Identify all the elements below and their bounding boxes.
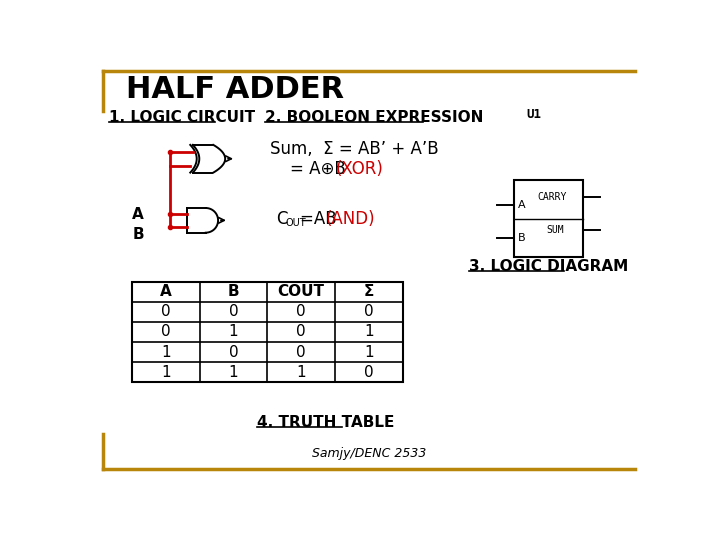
Text: Samjy/DENC 2533: Samjy/DENC 2533 (312, 447, 426, 460)
Text: Sum,  Σ = AB’ + A’B: Sum, Σ = AB’ + A’B (271, 140, 439, 159)
Text: 1: 1 (161, 364, 171, 380)
Text: 0: 0 (229, 345, 238, 360)
Text: 0: 0 (229, 305, 238, 320)
Text: Σ: Σ (364, 285, 374, 300)
Text: 0: 0 (297, 305, 306, 320)
Text: 1: 1 (364, 325, 374, 340)
Text: 1: 1 (229, 325, 238, 340)
Text: 0: 0 (364, 364, 374, 380)
Text: A: A (132, 207, 144, 222)
Bar (514, 180, 583, 257)
Text: 2. BOOLEON EXPRESSION: 2. BOOLEON EXPRESSION (265, 110, 483, 125)
Text: 0: 0 (364, 305, 374, 320)
Text: 4. TRUTH TABLE: 4. TRUTH TABLE (257, 415, 395, 430)
Text: HALF ADDER: HALF ADDER (127, 75, 345, 104)
Text: B: B (228, 285, 239, 300)
Text: B: B (132, 227, 144, 242)
Text: =AB: =AB (300, 210, 342, 228)
Text: A: A (518, 200, 526, 210)
Text: 0: 0 (297, 345, 306, 360)
Text: 0: 0 (161, 325, 171, 340)
Text: 1: 1 (297, 364, 306, 380)
Text: U1: U1 (527, 109, 542, 122)
Text: B: B (518, 233, 526, 243)
Text: A: A (160, 285, 171, 300)
Text: 1: 1 (229, 364, 238, 380)
Text: (AND): (AND) (326, 210, 376, 228)
Text: 3. LOGIC DIAGRAM: 3. LOGIC DIAGRAM (469, 259, 629, 274)
Text: CARRY: CARRY (537, 192, 567, 202)
Text: 0: 0 (297, 325, 306, 340)
Text: 1. LOGIC CIRCUIT: 1. LOGIC CIRCUIT (109, 110, 255, 125)
Text: = A⊕B: = A⊕B (289, 160, 351, 178)
Text: C: C (276, 210, 288, 228)
Bar (132, 282, 403, 382)
Text: 0: 0 (161, 305, 171, 320)
Text: 1: 1 (161, 345, 171, 360)
Text: 1: 1 (364, 345, 374, 360)
Text: (XOR): (XOR) (336, 160, 384, 178)
Text: OUT: OUT (286, 218, 307, 228)
Text: COUT: COUT (278, 285, 325, 300)
Text: SUM: SUM (546, 225, 564, 235)
